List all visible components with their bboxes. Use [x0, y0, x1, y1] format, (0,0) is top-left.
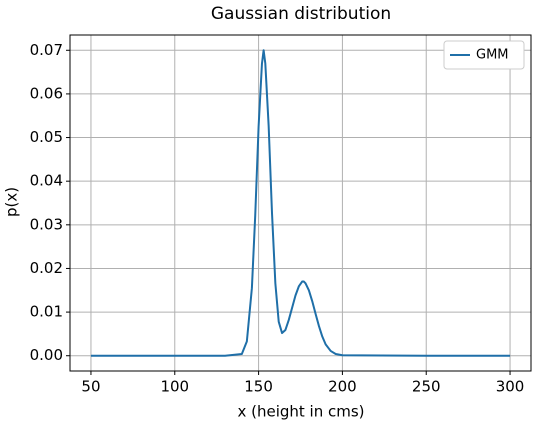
y-axis-label: p(x)	[3, 187, 21, 217]
y-tick-label: 0.04	[30, 172, 63, 190]
y-tick-label: 0.01	[30, 303, 63, 321]
plot-frame	[69, 34, 532, 372]
y-tick-label: 0.06	[30, 84, 63, 102]
y-tick-label: 0.07	[30, 41, 63, 59]
x-tick-label: 200	[328, 378, 357, 396]
x-axis-label: x (height in cms)	[237, 403, 364, 421]
y-tick-label: 0.05	[30, 128, 63, 146]
x-tick-label: 150	[244, 378, 273, 396]
x-tick-label: 250	[412, 378, 441, 396]
x-tick-label: 300	[496, 378, 525, 396]
legend-box	[443, 40, 525, 70]
y-tick-label: 0.00	[30, 346, 63, 364]
x-tick-label: 100	[160, 378, 189, 396]
x-tick-label: 50	[81, 378, 100, 396]
line-series	[90, 49, 511, 357]
y-tick-label: 0.02	[30, 259, 63, 277]
y-tick-label: 0.03	[30, 215, 63, 233]
legend-label: GMM	[476, 48, 509, 63]
chart-title: Gaussian distribution	[211, 4, 391, 24]
